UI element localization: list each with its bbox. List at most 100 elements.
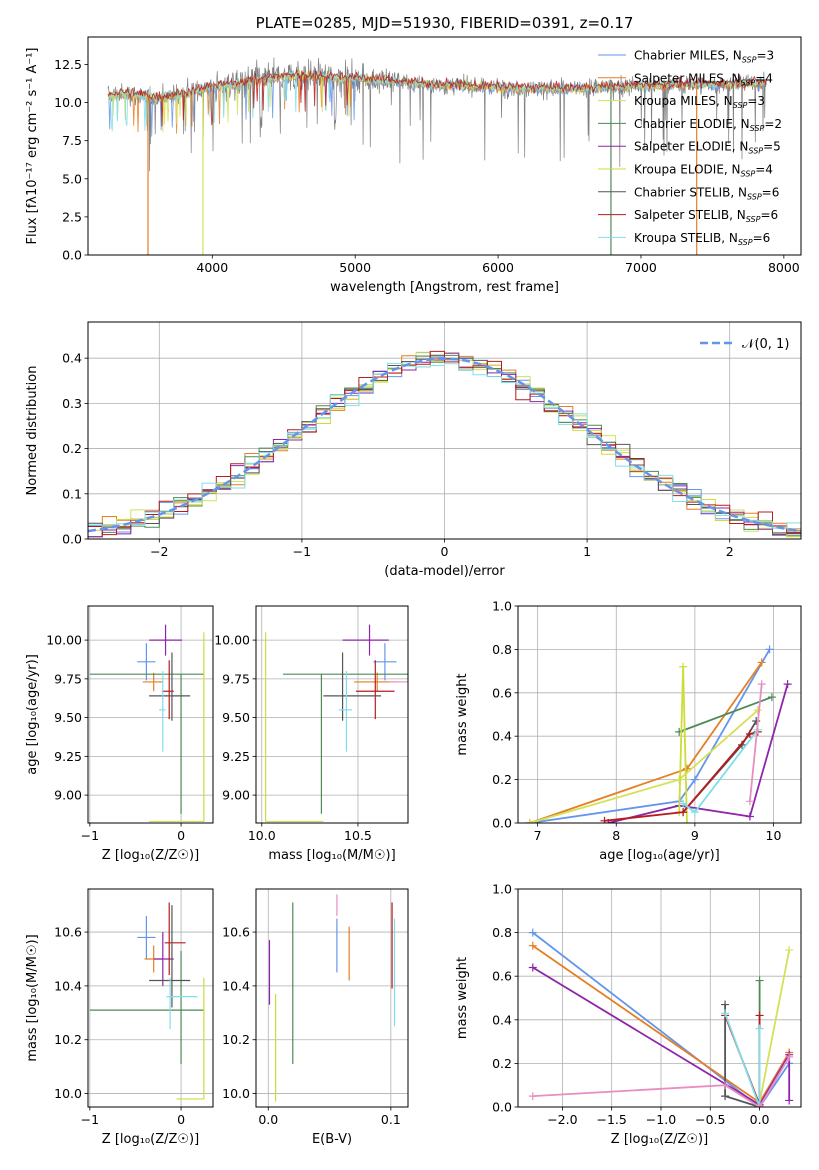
y-axis-label: age [log₁₀(age/yr)] (25, 654, 40, 775)
x-tick-label: 5000 (339, 260, 371, 275)
legend-entry: Chabrier MILES, NSSP=3 (634, 49, 774, 65)
y-tick-label: 5.0 (62, 171, 82, 186)
weight-line (608, 683, 789, 823)
errorbar-point (164, 902, 186, 976)
y-axis-label: mass weight (455, 957, 470, 1039)
errorbar-point (176, 977, 205, 1100)
x-axis-label: (data-model)/error (384, 564, 505, 579)
chart-title: PLATE=0285, MJD=51930, FIBERID=0391, z=0… (256, 14, 634, 32)
weight-marker (690, 775, 699, 784)
legend-entry: Chabrier STELIB, NSSP=6 (634, 185, 779, 201)
x-tick-label: −1.5 (596, 1112, 626, 1127)
weight-line (604, 731, 759, 822)
x-axis-label: wavelength [Angstrom, rest frame] (330, 280, 559, 295)
x-tick-label: 10 (766, 828, 782, 843)
legend-entry-sub: SSP (747, 192, 762, 201)
legend-entry-count: =6 (753, 231, 771, 245)
y-tick-label: 9.75 (222, 671, 250, 686)
y-tick-label: 0.0 (62, 248, 82, 263)
plot-area (528, 928, 794, 1107)
weight-marker (721, 1009, 730, 1018)
x-tick-label: 6000 (482, 260, 514, 275)
weight-marker (753, 706, 762, 715)
weight-marker (690, 808, 699, 817)
y-tick-label: 0.0 (492, 816, 512, 831)
x-tick-label: −2 (150, 544, 168, 559)
weight-marker (528, 928, 537, 937)
weight-marker (755, 1011, 764, 1020)
weight-marker (679, 808, 688, 817)
axes-frame (87, 36, 802, 256)
histogram-series (88, 362, 801, 539)
legend-entry-count: =2 (764, 117, 782, 131)
weight-marker (757, 680, 766, 689)
grid (518, 888, 801, 1108)
legend-entry-count: =6 (762, 185, 780, 199)
spectrum-panel: PLATE=0285, MJD=51930, FIBERID=0391, z=0… (25, 14, 802, 295)
y-tick-label: 10.2 (222, 1032, 250, 1047)
errorbar-point (159, 671, 166, 752)
x-axis-label: age [log₁₀(age/yr)] (599, 848, 720, 863)
legend-entry: 𝒩(0, 1) (742, 337, 789, 352)
legend-entry: Salpeter ELODIE, NSSP=5 (634, 140, 781, 156)
weight-marker (721, 1081, 730, 1090)
legend-entry-count: =3 (747, 94, 765, 108)
x-tick-label: 0 (441, 544, 449, 559)
weight-marker (757, 658, 766, 667)
residuals-panel: −2 −1 0 1 2 0.0 0.1 0.2 0.3 0.4 (data-model)/error… (25, 321, 802, 579)
y-tick-label: 9.50 (222, 710, 250, 725)
x-tick-label: 10.0 (248, 828, 276, 843)
y-tick-label: 10.4 (222, 978, 250, 993)
y-axis-label: mass [log₁₀(M/M☉)] (25, 934, 40, 1061)
x-axis-label: Z [log₁₀(Z/Z☉)] (611, 1132, 708, 1147)
x-tick-label: −1.0 (646, 1112, 676, 1127)
y-tick-label: 9.25 (54, 749, 82, 764)
errorbar-point (89, 673, 204, 814)
y-tick-label: 0.4 (492, 1012, 512, 1027)
x-tick-label: 9 (691, 828, 699, 843)
x-tick-label: −2.0 (547, 1112, 577, 1127)
y-tick-label: 0.1 (62, 486, 82, 501)
x-tick-label: 0.0 (750, 1112, 770, 1127)
x-tick-label: 1 (583, 544, 591, 559)
weight-marker (755, 1103, 764, 1107)
x-tick-label: 2 (726, 544, 734, 559)
legend-entry-name: Chabrier STELIB, N (634, 185, 747, 199)
legend-entry-sub: SSP (738, 238, 753, 247)
y-tick-label: 7.5 (62, 133, 82, 148)
y-tick-label: 0.3 (62, 396, 82, 411)
weight-marker (679, 799, 688, 808)
errorbar-point (89, 950, 204, 1064)
errorbar-point (149, 652, 191, 721)
spectrum-model-line (107, 69, 767, 127)
weight-marker (765, 645, 774, 654)
legend-entry-sub: SSP (750, 124, 765, 133)
y-tick-label: 9.50 (54, 710, 82, 725)
age_vs_Z-panel: −1 0 9.00 9.25 9.50 9.75 10.00 Z [log₁₀(Z/Z☉)] a… (25, 605, 214, 863)
x-tick-label: 8 (612, 828, 620, 843)
errorbar-point (356, 660, 395, 720)
x-tick-label: −1 (81, 828, 99, 843)
weight-marker (721, 1092, 730, 1101)
weight-marker (785, 1052, 794, 1061)
normal-curve (88, 357, 801, 533)
legend-entry-name: Salpeter MILES, N (634, 71, 741, 85)
weight-marker (785, 946, 794, 955)
y-tick-label: 10.00 (46, 633, 82, 648)
plot-area (89, 624, 205, 823)
x-tick-label: 0 (177, 1112, 185, 1127)
y-tick-label: 9.25 (222, 749, 250, 764)
legend-entry-count: =6 (760, 208, 778, 222)
errorbar-point (153, 932, 174, 986)
legend-entry: Salpeter STELIB, NSSP=6 (634, 208, 778, 224)
y-tick-label: 10.2 (54, 1032, 82, 1047)
weight-marker (683, 764, 692, 773)
weight-marker (755, 976, 764, 985)
legend-entry-count: =4 (755, 163, 773, 177)
mass_vs_Z-panel: −1 0 10.0 10.2 10.4 10.6 Z [log₁₀(Z/Z☉)] mass [… (25, 888, 214, 1147)
x-axis-label: Z [log₁₀(Z/Z☉)] (102, 848, 199, 863)
legend-entry: Salpeter MILES, NSSP=4 (634, 71, 773, 87)
plot-area (107, 57, 767, 255)
errorbar-point (137, 643, 156, 681)
axes-frame (517, 888, 802, 1108)
